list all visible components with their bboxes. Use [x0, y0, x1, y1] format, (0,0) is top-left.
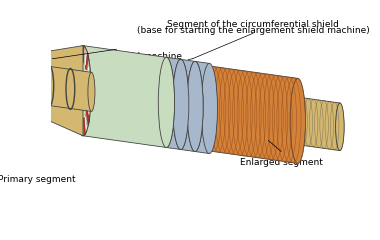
Polygon shape	[166, 57, 181, 150]
Polygon shape	[83, 46, 166, 148]
Polygon shape	[88, 72, 91, 83]
Ellipse shape	[35, 53, 47, 117]
Ellipse shape	[201, 63, 217, 154]
Polygon shape	[77, 57, 80, 72]
Polygon shape	[86, 53, 88, 70]
Ellipse shape	[293, 97, 302, 145]
Ellipse shape	[187, 61, 203, 151]
Polygon shape	[79, 50, 81, 67]
Polygon shape	[75, 91, 78, 97]
Polygon shape	[84, 118, 85, 135]
Ellipse shape	[75, 46, 91, 136]
Polygon shape	[88, 84, 91, 91]
Text: Enlarged segment: Enlarged segment	[240, 158, 323, 167]
Ellipse shape	[290, 78, 306, 163]
Text: Segment of the circumferential shield: Segment of the circumferential shield	[167, 20, 339, 29]
Ellipse shape	[187, 61, 203, 151]
Ellipse shape	[336, 103, 344, 151]
Polygon shape	[11, 61, 92, 111]
Polygon shape	[81, 46, 82, 64]
Ellipse shape	[158, 57, 174, 148]
Polygon shape	[86, 109, 89, 125]
Polygon shape	[209, 66, 298, 163]
Polygon shape	[88, 95, 91, 103]
Polygon shape	[85, 114, 87, 132]
Polygon shape	[298, 97, 340, 151]
Ellipse shape	[38, 68, 44, 102]
Ellipse shape	[158, 57, 174, 148]
Ellipse shape	[8, 61, 15, 100]
Polygon shape	[87, 61, 90, 76]
Polygon shape	[75, 78, 78, 87]
Polygon shape	[181, 59, 195, 151]
Polygon shape	[82, 119, 83, 136]
Polygon shape	[195, 61, 209, 154]
Polygon shape	[41, 46, 83, 136]
Text: Primary segment: Primary segment	[0, 175, 75, 184]
Polygon shape	[83, 46, 84, 63]
Polygon shape	[76, 106, 79, 120]
Polygon shape	[87, 102, 90, 115]
Text: (base for starting the enlargement shield machine): (base for starting the enlargement shiel…	[137, 26, 369, 36]
Polygon shape	[76, 66, 79, 79]
Ellipse shape	[38, 68, 44, 102]
Polygon shape	[78, 112, 80, 129]
Ellipse shape	[173, 59, 189, 150]
Polygon shape	[84, 48, 86, 65]
Polygon shape	[80, 116, 82, 134]
Ellipse shape	[88, 72, 95, 111]
Text: Enlargement shield machine: Enlargement shield machine	[52, 52, 182, 61]
Polygon shape	[75, 99, 78, 109]
Ellipse shape	[173, 59, 189, 150]
Ellipse shape	[202, 66, 217, 151]
